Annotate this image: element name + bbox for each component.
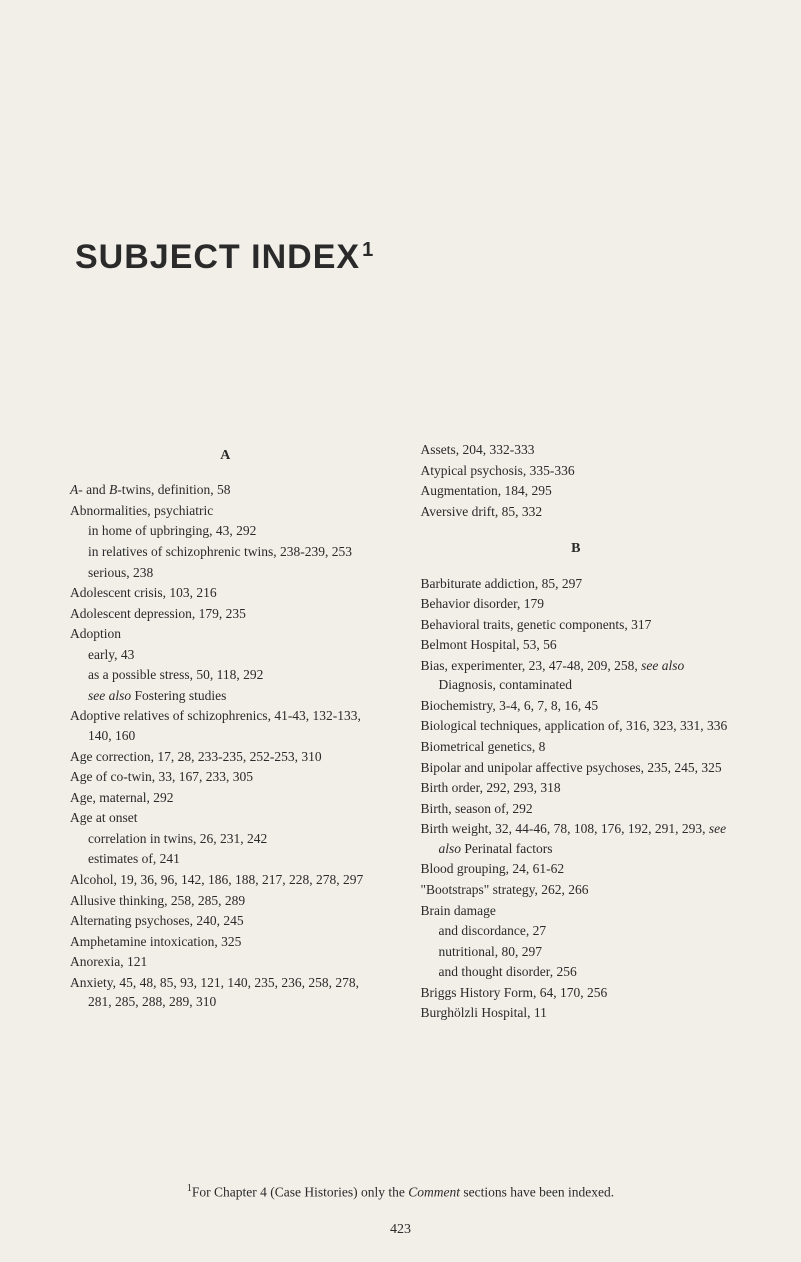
index-entry: Anorexia, 121 — [70, 952, 381, 972]
index-entry: A- and B-twins, definition, 58 — [70, 480, 381, 500]
index-entry: Barbiturate addiction, 85, 297 — [421, 574, 732, 594]
index-entry: serious, 238 — [70, 563, 381, 583]
index-entry: Atypical psychosis, 335-336 — [421, 461, 732, 481]
index-entry: as a possible stress, 50, 118, 292 — [70, 665, 381, 685]
index-entry: Abnormalities, psychiatric — [70, 501, 381, 521]
index-entry: Behavioral traits, genetic components, 3… — [421, 615, 732, 635]
footnote-text-after: sections have been indexed. — [460, 1184, 614, 1199]
footnote-text-before: For Chapter 4 (Case Histories) only the — [192, 1184, 408, 1199]
index-entry: Allusive thinking, 258, 285, 289 — [70, 891, 381, 911]
index-entry: Birth, season of, 292 — [421, 799, 732, 819]
index-entry: Aversive drift, 85, 332 — [421, 502, 732, 522]
index-entry: Adoptive relatives of schizophrenics, 41… — [70, 706, 381, 745]
index-entry: Age of co-twin, 33, 167, 233, 305 — [70, 767, 381, 787]
index-entry: Bipolar and unipolar affective psychoses… — [421, 758, 732, 778]
left-entries: A- and B-twins, definition, 58Abnormalit… — [70, 480, 381, 1012]
index-columns: A A- and B-twins, definition, 58Abnormal… — [70, 440, 731, 1024]
index-entry: Biochemistry, 3-4, 6, 7, 8, 16, 45 — [421, 696, 732, 716]
index-entry: Belmont Hospital, 53, 56 — [421, 635, 732, 655]
index-entry: Amphetamine intoxication, 325 — [70, 932, 381, 952]
footnote-italic: Comment — [408, 1184, 460, 1199]
page-number: 423 — [0, 1222, 801, 1238]
index-entry: in relatives of schizophrenic twins, 238… — [70, 542, 381, 562]
index-entry: Age correction, 17, 28, 233-235, 252-253… — [70, 747, 381, 767]
index-entry: Burghölzli Hospital, 11 — [421, 1003, 732, 1023]
index-entry: Age at onset — [70, 808, 381, 828]
index-entry: and thought disorder, 256 — [421, 962, 732, 982]
index-entry: Blood grouping, 24, 61-62 — [421, 859, 732, 879]
index-entry: Birth order, 292, 293, 318 — [421, 778, 732, 798]
index-entry: "Bootstraps" strategy, 262, 266 — [421, 880, 732, 900]
index-entry: Behavior disorder, 179 — [421, 594, 732, 614]
left-column: A A- and B-twins, definition, 58Abnormal… — [70, 440, 381, 1024]
title-superscript: 1 — [362, 239, 374, 261]
index-entry: Brain damage — [421, 901, 732, 921]
index-entry: Augmentation, 184, 295 — [421, 481, 732, 501]
right-top-entries: Assets, 204, 332-333Atypical psychosis, … — [421, 440, 732, 521]
index-entry: nutritional, 80, 297 — [421, 942, 732, 962]
index-entry: Alcohol, 19, 36, 96, 142, 186, 188, 217,… — [70, 870, 381, 890]
index-entry: Adolescent depression, 179, 235 — [70, 604, 381, 624]
section-letter-a: A — [70, 446, 381, 466]
right-b-entries: Barbiturate addiction, 85, 297Behavior d… — [421, 574, 732, 1023]
index-entry: estimates of, 241 — [70, 849, 381, 869]
index-entry: early, 43 — [70, 645, 381, 665]
index-entry: Bias, experimenter, 23, 47-48, 209, 258,… — [421, 656, 732, 695]
index-entry: see also Fostering studies — [70, 686, 381, 706]
right-column: Assets, 204, 332-333Atypical psychosis, … — [421, 440, 732, 1024]
index-entry: Birth weight, 32, 44-46, 78, 108, 176, 1… — [421, 819, 732, 858]
index-entry: and discordance, 27 — [421, 921, 732, 941]
index-entry: Adolescent crisis, 103, 216 — [70, 583, 381, 603]
index-entry: correlation in twins, 26, 231, 242 — [70, 829, 381, 849]
index-entry: Briggs History Form, 64, 170, 256 — [421, 983, 732, 1003]
section-letter-b: B — [421, 539, 732, 559]
index-entry: Age, maternal, 292 — [70, 788, 381, 808]
index-entry: Biometrical genetics, 8 — [421, 737, 732, 757]
index-entry: Anxiety, 45, 48, 85, 93, 121, 140, 235, … — [70, 973, 381, 1012]
title-text: SUBJECT INDEX — [75, 238, 360, 276]
index-entry: Assets, 204, 332-333 — [421, 440, 732, 460]
footnote: 1For Chapter 4 (Case Histories) only the… — [70, 1183, 731, 1201]
index-entry: in home of upbringing, 43, 292 — [70, 521, 381, 541]
index-entry: Biological techniques, application of, 3… — [421, 716, 732, 736]
index-entry: Alternating psychoses, 240, 245 — [70, 911, 381, 931]
index-entry: Adoption — [70, 624, 381, 644]
page-title: SUBJECT INDEX1 — [75, 238, 374, 277]
